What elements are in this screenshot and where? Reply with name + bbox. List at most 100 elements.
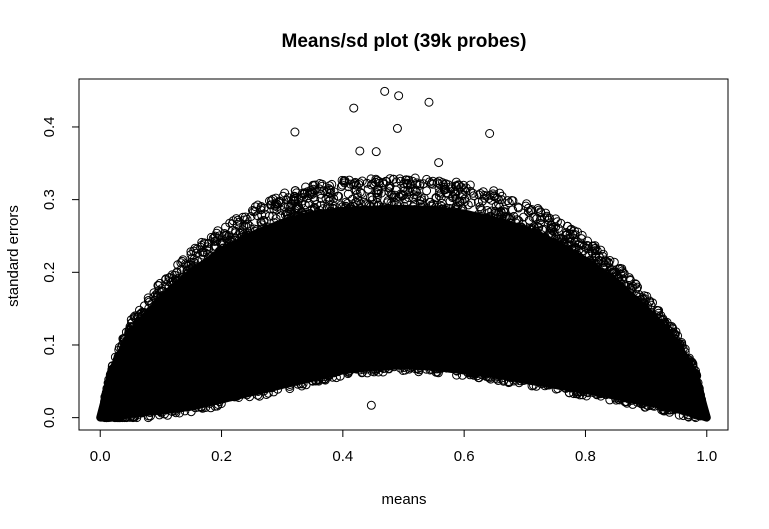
scatter-point [453, 201, 463, 211]
scatter-point [471, 360, 481, 369]
scatter-point [376, 362, 386, 372]
scatter-point [381, 284, 391, 294]
scatter-point [214, 360, 223, 369]
scatter-point [190, 258, 200, 268]
scatter-point [338, 222, 348, 232]
scatter-point [555, 252, 564, 262]
scatter-point [567, 331, 577, 341]
scatter-point [596, 315, 606, 325]
scatter-point [402, 339, 412, 349]
scatter-point [368, 283, 378, 293]
scatter-point [584, 344, 594, 354]
scatter-point [244, 221, 254, 231]
scatter-point [503, 196, 513, 206]
scatter-point [332, 363, 342, 373]
scatter-point [459, 214, 469, 224]
scatter-point [230, 233, 240, 243]
scatter-point [632, 284, 642, 294]
scatter-point [394, 206, 404, 216]
scatter-point [508, 224, 518, 234]
scatter-point [173, 335, 183, 345]
scatter-point [202, 242, 212, 252]
scatter-point [290, 192, 299, 202]
scatter-point [255, 227, 264, 237]
scatter-point [658, 331, 668, 341]
scatter-point [438, 204, 448, 214]
scatter-point [454, 212, 464, 222]
scatter-point [619, 269, 629, 278]
scatter-point [438, 178, 447, 188]
scatter-point [127, 318, 136, 328]
scatter-point [235, 228, 245, 238]
scatter-point [328, 200, 338, 210]
scatter-point [301, 349, 311, 359]
scatter-point [531, 310, 541, 320]
scatter-point [452, 363, 462, 373]
scatter-point [257, 317, 267, 327]
x-tick-label: 1.0 [696, 448, 717, 465]
scatter-point [448, 217, 458, 227]
scatter-point [394, 315, 404, 325]
scatter-point [423, 324, 433, 334]
scatter-point [117, 349, 126, 359]
scatter-point [648, 398, 658, 408]
scatter-point [310, 204, 320, 214]
scatter-point [176, 258, 186, 268]
scatter-point [678, 411, 688, 421]
scatter-point [412, 179, 422, 189]
scatter-point [249, 253, 259, 262]
scatter-point [100, 395, 110, 405]
scatter-point [253, 200, 263, 210]
scatter-point [198, 393, 208, 403]
scatter-point [379, 179, 389, 189]
scatter-point [612, 274, 622, 284]
scatter-point [154, 286, 164, 295]
scatter-point [186, 250, 196, 259]
scatter-point [362, 209, 372, 218]
scatter-point [625, 287, 635, 297]
scatter-point [570, 236, 580, 246]
scatter-point [108, 405, 118, 415]
scatter-point [469, 361, 478, 371]
scatter-point [691, 368, 701, 378]
chart-title: Means/sd plot (39k probes) [282, 31, 527, 52]
scatter-point [255, 236, 265, 246]
scatter-point [134, 317, 144, 327]
scatter-point [439, 215, 449, 225]
scatter-point [309, 261, 319, 271]
scatter-point [499, 235, 508, 245]
scatter-point [307, 187, 317, 197]
scatter-point [551, 384, 561, 394]
scatter-point [155, 369, 165, 379]
scatter-point [272, 293, 282, 303]
scatter-point [526, 370, 536, 379]
scatter-point [214, 397, 224, 407]
scatter-point [422, 238, 432, 247]
scatter-point [323, 217, 333, 227]
scatter-point [664, 321, 674, 331]
scatter-point [509, 271, 519, 281]
scatter-point [470, 369, 480, 379]
scatter-point [512, 273, 522, 283]
scatter-point [667, 328, 677, 338]
scatter-point [661, 383, 671, 393]
scatter-point [287, 213, 297, 223]
scatter-point [205, 316, 215, 326]
scatter-point [424, 212, 434, 222]
scatter-point [539, 377, 548, 386]
scatter-point [127, 405, 137, 415]
scatter-point [520, 292, 529, 302]
scatter-point [112, 413, 122, 423]
scatter-point [563, 272, 573, 282]
x-tick-label: 0.8 [575, 448, 596, 465]
scatter-point [156, 366, 166, 376]
scatter-point [683, 410, 693, 420]
scatter-point [299, 330, 309, 340]
scatter-point [689, 401, 699, 411]
scatter-point [240, 221, 250, 231]
scatter-point [392, 356, 402, 366]
scatter-point [417, 195, 427, 205]
scatter-point [256, 217, 266, 227]
scatter-point [334, 209, 344, 219]
scatter-point [658, 405, 668, 415]
